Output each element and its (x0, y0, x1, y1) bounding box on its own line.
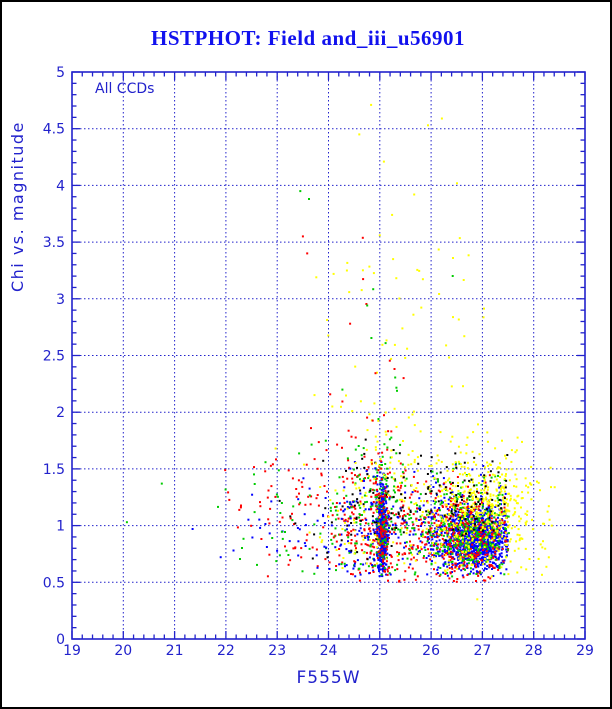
cluster-band-black (278, 459, 431, 561)
outlier-points (125, 103, 479, 601)
svg-text:0.5: 0.5 (43, 575, 65, 591)
svg-text:3.5: 3.5 (43, 235, 65, 251)
svg-text:2.5: 2.5 (43, 349, 65, 365)
cluster-left-blue (219, 477, 306, 559)
svg-text:24: 24 (320, 643, 338, 659)
cluster-spray-red (306, 236, 405, 419)
svg-text:4: 4 (56, 178, 65, 194)
svg-text:4.5: 4.5 (43, 122, 65, 138)
cluster-left-red (224, 469, 300, 556)
svg-text:20: 20 (114, 643, 132, 659)
svg-text:21: 21 (166, 643, 184, 659)
cluster-spray-green (341, 275, 454, 420)
svg-text:23: 23 (268, 643, 286, 659)
cluster-mid25-black (341, 438, 413, 552)
svg-text:0: 0 (56, 632, 65, 648)
svg-text:5: 5 (56, 65, 65, 81)
plot-frame (71, 71, 586, 640)
svg-text:1.5: 1.5 (43, 462, 65, 478)
svg-text:1: 1 (56, 519, 65, 535)
cluster-band-blue (251, 467, 438, 576)
cluster-mid25-yellow (341, 407, 424, 565)
svg-text:19: 19 (63, 643, 81, 659)
svg-text:28: 28 (525, 643, 543, 659)
data-points (125, 103, 556, 601)
svg-text:29: 29 (576, 643, 594, 659)
cluster-right-black (409, 452, 509, 542)
svg-text:26: 26 (422, 643, 440, 659)
dataset-label: All CCDs (95, 81, 155, 97)
svg-text:2: 2 (56, 405, 65, 421)
svg-text:3: 3 (56, 292, 65, 308)
cluster-spray-yellow (313, 182, 485, 422)
cluster-left-green (217, 461, 283, 566)
svg-text:27: 27 (473, 643, 491, 659)
chart-title: HSTPHOT: Field and_iii_u56901 (151, 26, 465, 50)
cluster-band-yellow (274, 405, 429, 569)
tick-labels: 19 20 21 22 23 24 25 26 27 28 29 0 0.5 1 1.5 2 2.5 3 3.5 4 4… (43, 65, 594, 659)
x-axis-title: F555W (296, 668, 361, 688)
svg-text:22: 22 (217, 643, 235, 659)
grid-lines (72, 72, 585, 639)
svg-text:25: 25 (371, 643, 389, 659)
